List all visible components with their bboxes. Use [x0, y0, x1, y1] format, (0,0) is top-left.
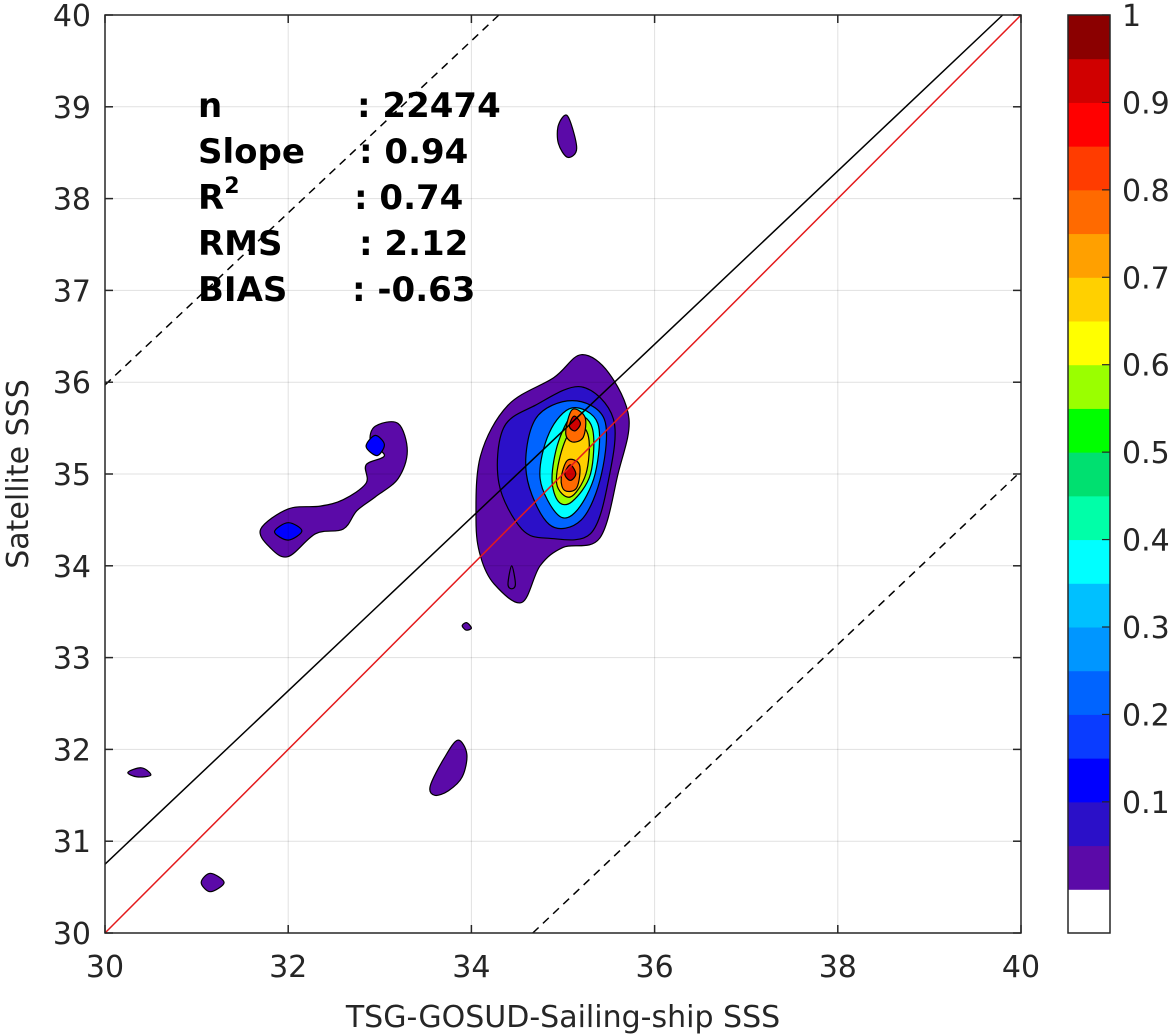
x-axis-ticks: 30 32 34 36 38 40	[86, 15, 1040, 985]
stat-label-0: n	[198, 86, 222, 126]
y-tick-label-4: 34	[53, 550, 91, 585]
x-tick-label-0: 30	[86, 950, 124, 985]
colorbar-segment-2	[1068, 801, 1110, 847]
y-tick-label-2: 32	[53, 733, 91, 768]
colorbar-segment-4	[1068, 714, 1110, 759]
contour-region-15	[127, 767, 152, 778]
y-tick-label-9: 39	[53, 91, 91, 126]
colorbar-tick-label-0: 0.1	[1122, 786, 1170, 821]
y-tick-label-7: 37	[53, 274, 91, 309]
regression-line	[104, 14, 1004, 865]
stat-value-3: : 2.12	[359, 224, 468, 264]
stat-label-4: BIAS	[198, 270, 287, 310]
y-tick-label-3: 33	[53, 642, 91, 677]
upper-bound-line	[104, 14, 500, 386]
stat-label-1: Slope	[198, 132, 305, 172]
colorbar-tick-label-6: 0.7	[1122, 261, 1170, 296]
stat-label-3: RMS	[198, 224, 283, 264]
x-tick-label-3: 36	[636, 950, 674, 985]
contour-region-17	[461, 622, 472, 631]
y-tick-label-10: 40	[53, 0, 91, 34]
colorbar-segment-19	[1068, 58, 1110, 103]
colorbar-segment-8	[1068, 539, 1110, 584]
contour-region-10	[259, 421, 408, 558]
colorbar: 0.1 0.2 0.3 0.4 0.5 0.6 0.7 0.8 0.9 1	[1067, 0, 1170, 934]
colorbar-segment-15	[1068, 233, 1110, 278]
x-tick-label-5: 40	[1002, 950, 1040, 985]
colorbar-segment-9	[1068, 495, 1110, 541]
colorbar-segment-0	[1068, 889, 1110, 934]
reference-lines	[104, 14, 1022, 934]
stat-label-2: R2	[198, 174, 240, 218]
contour-region-13	[556, 114, 578, 159]
y-axis-label: Satellite SSS	[1, 379, 36, 569]
stat-label-superscript: 2	[224, 174, 239, 199]
colorbar-segment-12	[1068, 364, 1110, 409]
x-tick-label-2: 34	[452, 950, 490, 985]
colorbar-tick-label-1: 0.2	[1122, 698, 1170, 733]
colorbar-segment-1	[1068, 845, 1110, 890]
colorbar-segment-3	[1068, 758, 1110, 803]
y-tick-label-1: 31	[53, 825, 91, 860]
x-tick-label-1: 32	[269, 950, 307, 985]
contour-region-14	[429, 739, 468, 797]
y-tick-label-8: 38	[53, 183, 91, 218]
stat-value-0: : 22474	[357, 86, 501, 126]
stat-value-2: : 0.74	[354, 178, 463, 218]
colorbar-segment-10	[1068, 452, 1110, 497]
colorbar-tick-label-5: 0.6	[1122, 349, 1170, 384]
y-tick-label-0: 30	[53, 917, 91, 952]
y-axis-ticks: 30 31 32 33 34 35 36 37 38 39 40	[53, 0, 1021, 952]
colorbar-segment-13	[1068, 321, 1110, 366]
y-tick-label-5: 35	[53, 458, 91, 493]
contour-region-16	[200, 872, 225, 893]
density-contours	[127, 114, 630, 893]
contour-region-9	[568, 415, 581, 432]
contour-region-11	[273, 522, 303, 541]
colorbar-segment-16	[1068, 189, 1110, 235]
colorbar-tick-label-2: 0.3	[1122, 611, 1170, 646]
stat-value-1: : 0.94	[359, 132, 468, 172]
colorbar-segment-14	[1068, 277, 1110, 322]
colorbar-tick-label-3: 0.4	[1122, 524, 1170, 559]
identity-line	[104, 14, 1022, 934]
colorbar-segment-7	[1068, 583, 1110, 628]
colorbar-tick-label-7: 0.8	[1122, 174, 1170, 209]
colorbar-frame	[1067, 14, 1111, 934]
colorbar-segment-17	[1068, 146, 1110, 191]
stat-value-4: : -0.63	[352, 270, 475, 310]
colorbar-segment-6	[1068, 627, 1110, 672]
colorbar-segment-5	[1068, 670, 1110, 715]
contour-region-12	[365, 434, 385, 457]
statistics-annotation: n : 22474 Slope : 0.94 R2 : 0.74 RMS : 2.12 BIAS…	[198, 86, 501, 310]
x-tick-label-4: 38	[819, 950, 857, 985]
colorbar-segment-20	[1068, 15, 1110, 60]
colorbar-segment-11	[1068, 408, 1110, 453]
colorbar-tick-label-9: 1	[1122, 0, 1141, 34]
colorbar-segment-18	[1068, 102, 1110, 147]
colorbar-tick-label-8: 0.9	[1122, 86, 1170, 121]
x-axis-label: TSG-GOSUD-Sailing-ship SSS	[345, 1000, 780, 1035]
contour-region-18	[507, 565, 517, 590]
colorbar-tick-label-4: 0.5	[1122, 436, 1170, 471]
y-tick-label-6: 36	[53, 366, 91, 401]
